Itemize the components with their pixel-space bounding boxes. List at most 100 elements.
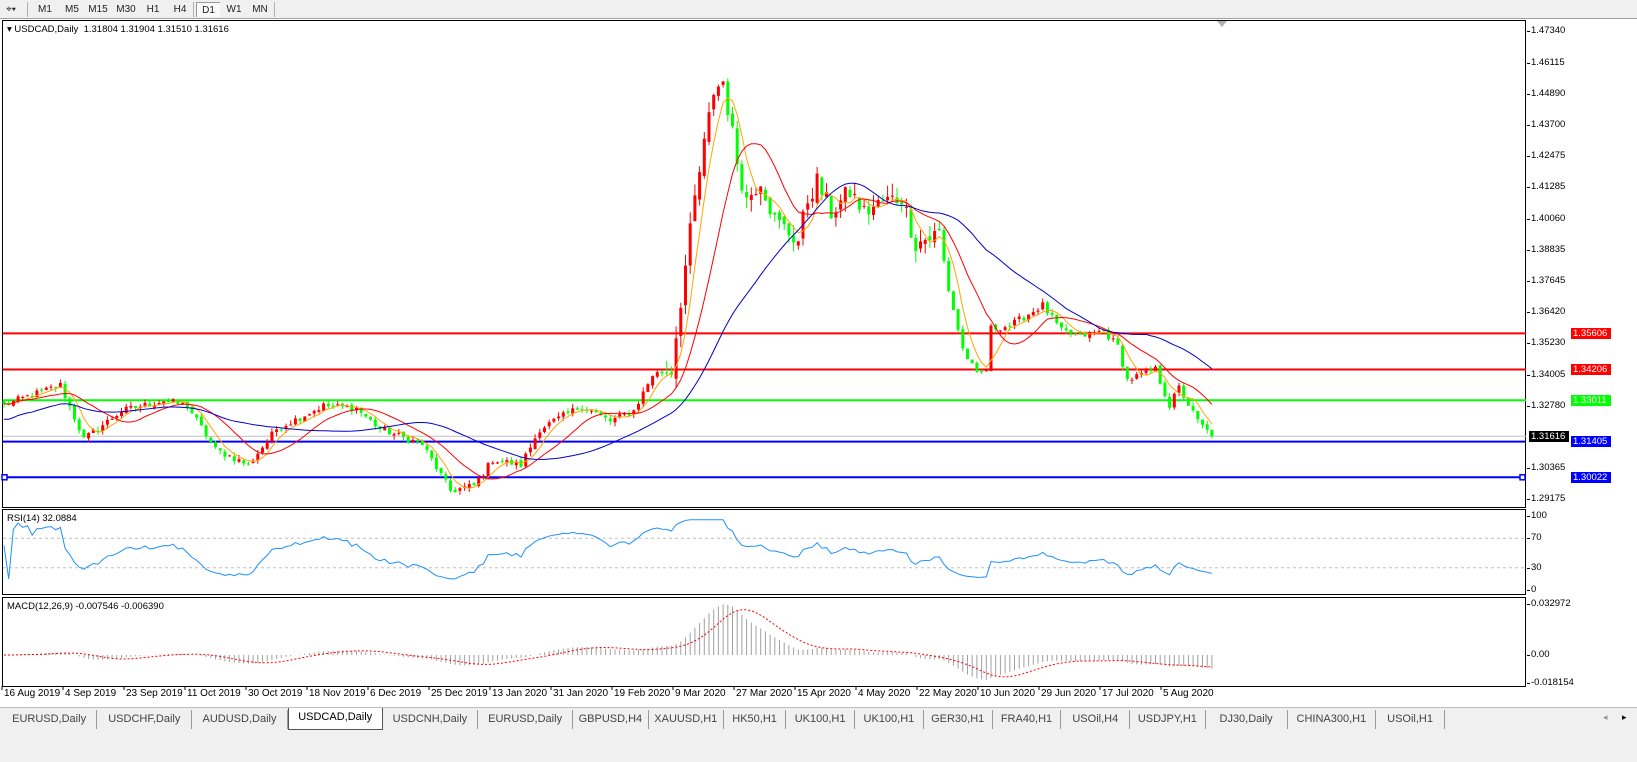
candle-body bbox=[862, 205, 866, 207]
timeframe-m1[interactable]: M1 bbox=[38, 4, 52, 15]
candle-body bbox=[21, 397, 25, 399]
tab-uk100-h1[interactable]: UK100,H1 bbox=[786, 710, 855, 729]
candle-body bbox=[345, 406, 349, 408]
candle-body bbox=[1135, 374, 1139, 379]
candle-body bbox=[1154, 366, 1157, 371]
candle-body bbox=[984, 370, 988, 372]
tab-gbpusd-h4[interactable]: GBPUSD,H4 bbox=[573, 710, 649, 729]
candle-body bbox=[904, 206, 908, 208]
price-chart-pane[interactable]: ▾ USDCAD,Daily 1.31804 1.31904 1.31510 1… bbox=[2, 20, 1526, 508]
candle-body bbox=[933, 231, 937, 243]
tab-fra40-h1[interactable]: FRA40,H1 bbox=[993, 710, 1062, 729]
candle-body bbox=[275, 429, 279, 432]
candle-body bbox=[458, 488, 462, 491]
candle-body bbox=[1045, 302, 1049, 314]
candle-body bbox=[566, 411, 570, 413]
tab-usdchf-daily[interactable]: USDCHF,Daily bbox=[97, 710, 193, 729]
candle-body bbox=[228, 455, 232, 457]
level-price-tag[interactable]: 1.30022 bbox=[1571, 471, 1611, 483]
ma-mid-line bbox=[3, 143, 1213, 480]
level-price-tag[interactable]: 1.34206 bbox=[1571, 363, 1611, 375]
timeframe-m15[interactable]: M15 bbox=[88, 4, 108, 15]
candle-body bbox=[514, 461, 518, 466]
rsi-tick: 30 bbox=[1527, 561, 1542, 573]
tab-hk50-h1[interactable]: HK50,H1 bbox=[724, 710, 787, 729]
timeframe-w1[interactable]: W1 bbox=[226, 4, 242, 15]
timeframe-h4[interactable]: H4 bbox=[173, 4, 187, 15]
rsi-line bbox=[3, 519, 1213, 580]
candle-body bbox=[26, 395, 29, 397]
tab-usdcad-daily[interactable]: USDCAD,Daily bbox=[287, 708, 383, 730]
tab-usdjpy-h1[interactable]: USDJPY,H1 bbox=[1130, 710, 1206, 729]
candle-body bbox=[590, 410, 593, 412]
candle-body bbox=[242, 460, 246, 464]
candle-body bbox=[91, 429, 95, 433]
candle-body bbox=[453, 489, 457, 492]
candle-body bbox=[16, 396, 20, 402]
tab-ger30-h1[interactable]: GER30,H1 bbox=[924, 710, 993, 729]
timeframe-m5[interactable]: M5 bbox=[65, 4, 79, 15]
macd-pane[interactable]: MACD(12,26,9) -0.007546 -0.006390 bbox=[2, 597, 1526, 687]
candle-body bbox=[486, 463, 490, 477]
price-tick: 1.32780 bbox=[1526, 400, 1566, 412]
candle-body bbox=[1201, 419, 1204, 425]
candle-body bbox=[1111, 338, 1115, 340]
tab-uk100-h1[interactable]: UK100,H1 bbox=[855, 710, 924, 729]
candle-body bbox=[998, 330, 1002, 332]
candle-body bbox=[73, 405, 76, 420]
candle-body bbox=[232, 456, 236, 462]
candle-body bbox=[284, 426, 288, 430]
tab-usoil-h1[interactable]: USOil,H1 bbox=[1376, 710, 1445, 729]
candle-body bbox=[449, 480, 452, 491]
tab-dj30-daily[interactable]: DJ30,Daily bbox=[1206, 710, 1288, 729]
level-price-tag[interactable]: 1.31405 bbox=[1571, 436, 1611, 448]
date-tick: 13 Jan 2020 bbox=[492, 688, 548, 699]
timeframe-m30[interactable]: M30 bbox=[116, 4, 136, 15]
rsi-pane[interactable]: RSI(14) 32.0884 bbox=[2, 509, 1526, 595]
price-tick: 1.42475 bbox=[1526, 150, 1566, 162]
candle-body bbox=[1172, 393, 1176, 408]
candle-body bbox=[919, 241, 922, 249]
candle-body bbox=[293, 418, 297, 425]
tab-scroll-right-icon[interactable]: ▸ bbox=[1622, 712, 1627, 722]
rsi-axis: 100 70 30 0 bbox=[1526, 509, 1637, 595]
level-price-tag[interactable]: 1.33011 bbox=[1571, 394, 1611, 406]
tab-xauusd-h1[interactable]: XAUUSD,H1 bbox=[649, 710, 724, 729]
tab-audusd-daily[interactable]: AUDUSD,Daily bbox=[192, 710, 288, 729]
tab-usdcnh-daily[interactable]: USDCNH,Daily bbox=[383, 710, 478, 729]
candle-body bbox=[505, 460, 509, 463]
candle-body bbox=[350, 404, 354, 412]
candle-body bbox=[575, 408, 579, 410]
candle-body bbox=[533, 438, 537, 449]
chart-shift-marker-icon[interactable] bbox=[1217, 21, 1227, 27]
date-tick: 29 Jun 2020 bbox=[1041, 688, 1097, 699]
timeframe-mn[interactable]: MN bbox=[252, 4, 268, 15]
candle-body bbox=[848, 189, 852, 197]
candle-body bbox=[1097, 331, 1101, 333]
candle-body bbox=[608, 418, 612, 422]
candle-body bbox=[735, 128, 739, 165]
price-tick: 1.46115 bbox=[1527, 56, 1565, 68]
timeframe-d1[interactable]: D1 bbox=[196, 2, 220, 17]
candle-body bbox=[1182, 385, 1186, 398]
candle-body bbox=[1031, 311, 1035, 316]
candle-body bbox=[1158, 365, 1162, 384]
tab-usoil-h4[interactable]: USOil,H4 bbox=[1061, 710, 1131, 729]
candle-body bbox=[434, 457, 438, 470]
candle-body bbox=[1177, 385, 1181, 393]
candle-body bbox=[956, 309, 960, 330]
tab-eurusd-daily[interactable]: EURUSD,Daily bbox=[478, 710, 574, 729]
candle-body bbox=[199, 416, 203, 426]
crosshair-dropdown-icon[interactable]: ⌖▾ bbox=[6, 4, 16, 15]
candle-body bbox=[143, 402, 147, 406]
candle-body bbox=[937, 228, 941, 231]
timeframe-h1[interactable]: H1 bbox=[146, 4, 160, 15]
tab-scroll-left-icon[interactable]: ◂ bbox=[1603, 712, 1608, 722]
candle-body bbox=[684, 265, 687, 306]
tab-eurusd-daily[interactable]: EURUSD,Daily bbox=[2, 710, 98, 729]
tab-china300-h1[interactable]: CHINA300,H1 bbox=[1288, 710, 1377, 729]
candle-body bbox=[890, 195, 894, 197]
level-price-tag[interactable]: 1.35606 bbox=[1571, 327, 1611, 339]
price-axis: 1.47340 1.46115 1.44890 1.43700 1.42475 1.412… bbox=[1526, 20, 1637, 510]
candle-body bbox=[35, 390, 39, 397]
